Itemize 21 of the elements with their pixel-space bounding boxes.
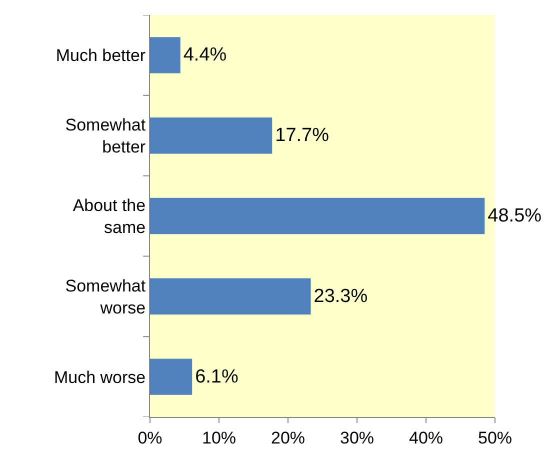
data-label: 48.5% [488,206,542,226]
data-label: 4.4% [183,44,227,66]
data-label: 23.3% [314,286,368,307]
x-tick-label: 10% [202,428,236,448]
y-tick-label: Much better [56,46,146,66]
bar [150,37,180,74]
x-tick-label: 50% [478,428,512,448]
x-tick-label: 40% [408,428,444,448]
data-label: 17.7% [275,125,330,146]
bar [150,198,485,234]
x-tick-label: 0% [138,428,162,448]
data-label: 6.1% [195,366,239,388]
y-tick-label: About the same [72,196,146,237]
y-tick-label: Somewhat worse [65,276,146,318]
y-tick-label: Much worse [54,368,146,387]
x-tick-label: 20% [270,428,306,448]
bar [150,358,192,395]
bar [150,278,311,314]
bar [150,118,272,154]
y-tick-label: Somewhat better [65,116,146,157]
x-tick-label: 30% [340,428,374,448]
